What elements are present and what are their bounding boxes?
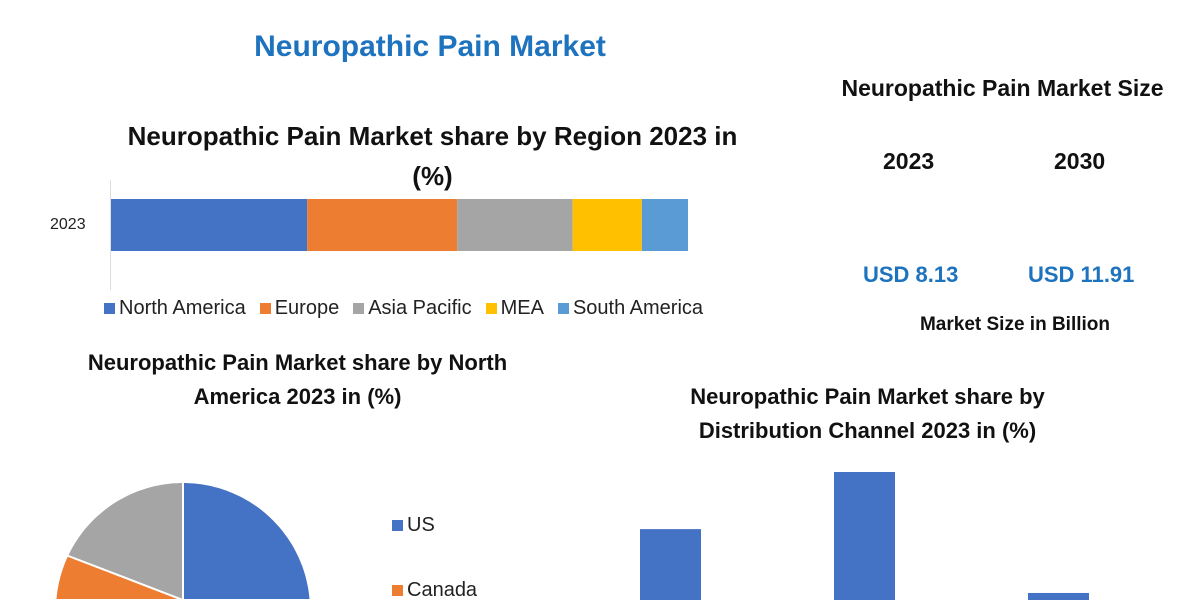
- legend-swatch: [353, 302, 365, 314]
- legend-item: MEA: [485, 297, 544, 319]
- market-size-title: Neuropathic Pain Market Size: [841, 75, 1164, 101]
- legend-item: Asia Pacific: [353, 297, 472, 319]
- bar-segment-mea: [572, 199, 642, 251]
- region-axis: [110, 180, 111, 290]
- legend-swatch: [485, 302, 497, 314]
- legend-swatch: [259, 302, 271, 314]
- bar-segment-asia-pacific: [457, 199, 573, 251]
- pie-slice-canada: [54, 554, 184, 600]
- region-legend: North America Europe Asia Pacific MEA South …: [104, 297, 704, 319]
- distribution-bar-1: [640, 529, 701, 600]
- size-2023: USD 8.13: [863, 262, 959, 287]
- legend-swatch: [104, 302, 115, 314]
- na-chart-title: Neuropathic Pain Market share by North A…: [87, 350, 508, 409]
- legend-label: MEA: [500, 297, 544, 319]
- pie-slice-us: [95, 481, 312, 600]
- year-2023: 2023: [883, 148, 935, 174]
- legend-item: Europe: [259, 297, 340, 319]
- year-2030: 2030: [1054, 148, 1106, 174]
- page-title: Neuropathic Pain Market: [254, 30, 606, 63]
- pie-slice-slice-3: [65, 481, 184, 600]
- bar-segment-south-america: [641, 199, 688, 251]
- legend-swatch: [557, 302, 569, 314]
- bar-segment-north-america: [111, 199, 308, 251]
- legend-label: Europe: [274, 297, 340, 319]
- legend-item: South America: [557, 297, 704, 319]
- market-size-unit: Market Size in Billion: [919, 314, 1111, 335]
- legend-swatch: [392, 584, 403, 596]
- legend-label: North America: [119, 297, 246, 319]
- region-y-tick: 2023: [50, 216, 86, 233]
- region-chart-title: Neuropathic Pain Market share by Region …: [127, 121, 738, 191]
- legend-label: Canada: [407, 579, 478, 601]
- legend-label: South America: [572, 297, 704, 319]
- legend-swatch: [392, 519, 403, 531]
- size-2030: USD 11.91: [1028, 262, 1135, 287]
- legend-label: US: [407, 514, 435, 536]
- pie-legend-us: US: [392, 514, 435, 536]
- distribution-bar-3: [1028, 592, 1089, 600]
- distribution-bar-2: [834, 472, 895, 600]
- bar-segment-europe: [307, 199, 458, 251]
- distribution-chart-title: Neuropathic Pain Market share by Distrib…: [690, 384, 1045, 443]
- legend-item: North America: [104, 297, 246, 319]
- pie-legend-canada: Canada: [392, 579, 478, 601]
- legend-label: Asia Pacific: [368, 297, 472, 319]
